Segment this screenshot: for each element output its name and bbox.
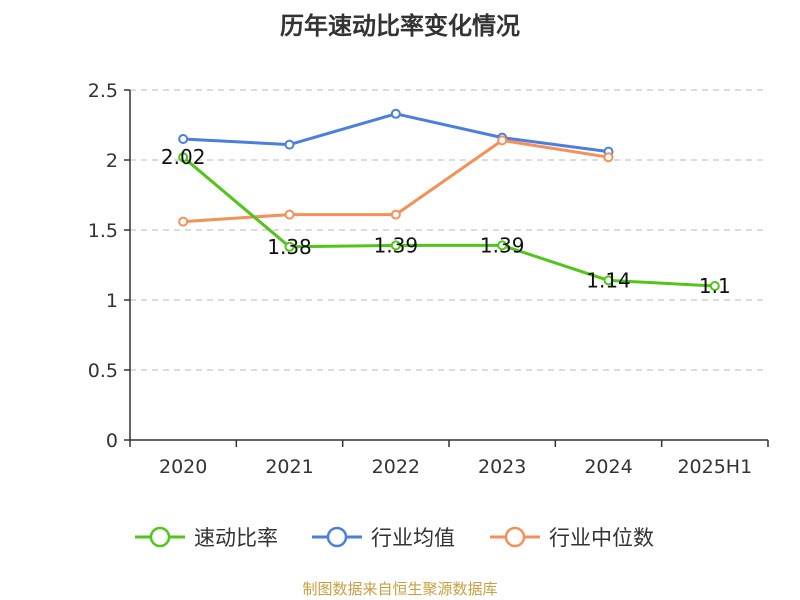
legend-marker [149, 526, 171, 548]
y-tick-label: 2.5 [88, 80, 118, 102]
series-line-quick-ratio [182, 156, 715, 288]
data-point [178, 134, 189, 144]
data-label: 1.39 [480, 233, 525, 257]
x-tick-label: 2021 [265, 456, 313, 478]
data-label: 2.02 [161, 145, 206, 169]
data-label: 1.14 [586, 268, 631, 292]
legend-marker [504, 526, 526, 548]
data-point [178, 216, 189, 227]
data-point [390, 209, 401, 220]
data-point [284, 209, 295, 220]
chart-title: 历年速动比率变化情况 [280, 12, 520, 40]
x-tick-label: 2023 [478, 456, 526, 478]
data-point [709, 281, 720, 291]
y-tick-label: 1 [106, 290, 118, 312]
data-point [284, 139, 295, 150]
data-point [497, 135, 508, 146]
x-tick-label: 2024 [584, 456, 632, 478]
y-tick-label: 1.5 [88, 220, 118, 242]
data-label: 1.38 [267, 235, 312, 259]
legend-label: 行业均值 [371, 526, 455, 550]
data-label: 1.1 [699, 274, 731, 298]
y-tick-label: 2 [106, 150, 118, 172]
data-point [497, 240, 508, 251]
data-point [390, 240, 401, 251]
y-tick-label: 0.5 [88, 360, 118, 382]
data-point [603, 152, 614, 163]
data-point [603, 275, 614, 286]
data-point [390, 108, 401, 119]
x-tick-label: 2022 [372, 456, 420, 478]
x-tick-label: 2025H1 [677, 456, 752, 478]
legend-label: 速动比率 [194, 526, 278, 550]
data-point [178, 152, 189, 163]
data-point [284, 241, 295, 252]
data-label: 1.39 [374, 233, 419, 257]
y-tick-label: 0 [106, 430, 118, 452]
legend-marker [326, 526, 348, 548]
chart-source: 制图数据来自恒生聚源数据库 [302, 580, 498, 598]
x-tick-label: 2020 [159, 456, 207, 478]
legend-label: 行业中位数 [549, 526, 654, 550]
